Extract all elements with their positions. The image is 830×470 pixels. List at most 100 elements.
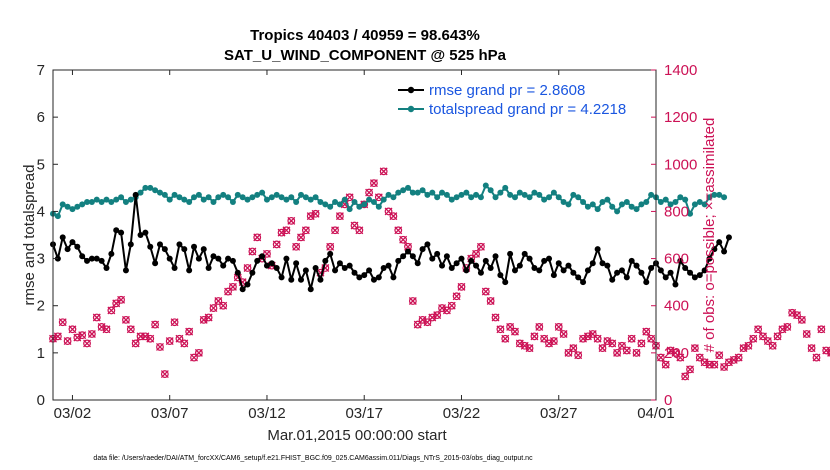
y-left-tick-label: 5 [37, 156, 45, 173]
totalspread-point [511, 194, 518, 201]
totalspread-point [409, 189, 416, 196]
legend-rmse-label: rmse grand pr = 2.8608 [429, 82, 585, 99]
totalspread-point [215, 194, 222, 201]
obs-assimilated-point [632, 348, 641, 357]
obs-assimilated-point [228, 282, 237, 291]
totalspread-point [453, 194, 460, 201]
totalspread-point [200, 196, 207, 203]
legend-box [393, 78, 647, 118]
totalspread-point [672, 199, 679, 205]
obs-assimilated-point [501, 334, 510, 343]
totalspread-point [468, 194, 475, 201]
rmse-point [667, 269, 674, 276]
rmse-point [618, 267, 625, 274]
obs-possible-point [92, 313, 101, 322]
obs-possible-point [107, 306, 116, 315]
obs-assimilated-point [729, 355, 738, 364]
obs-assimilated-point [559, 330, 568, 338]
rmse-point [550, 272, 557, 279]
obs-assimilated-point [802, 330, 811, 338]
totalspread-point [88, 199, 95, 205]
obs-possible-point [190, 353, 198, 362]
rmse-point [507, 250, 514, 257]
totalspread-point [536, 191, 543, 198]
totalspread-point [332, 199, 339, 205]
totalspread-point [54, 213, 61, 220]
rmse-point [482, 257, 489, 264]
obs-assimilated-point [545, 339, 553, 348]
rmse-point [69, 239, 76, 246]
obs-possible-point [749, 334, 758, 343]
rmse-point [643, 279, 650, 286]
obs-possible-point [447, 301, 456, 310]
rmse-point [225, 255, 232, 262]
obs-assimilated-point [661, 360, 670, 369]
rmse-point [400, 253, 407, 260]
y-axis-right-label: # of obs: o=possible; ×=assimilated [701, 118, 718, 353]
rmse-point [186, 267, 193, 274]
obs-possible-point [656, 353, 665, 362]
totalspread-point [293, 199, 300, 205]
rmse-point [555, 260, 562, 267]
rmse-point [195, 255, 202, 262]
rmse-point [458, 255, 465, 262]
chart-title-line2: SAT_U_WIND_COMPONENT @ 525 hPa [224, 47, 507, 64]
obs-possible-point [399, 235, 408, 244]
totalspread-point [366, 196, 373, 203]
obs-assimilated-point [447, 301, 456, 310]
legend: rmse grand pr = 2.8608 totalspread grand… [393, 78, 647, 118]
legend-spread-marker [407, 105, 415, 113]
obs-possible-point [165, 337, 174, 345]
totalspread-point [254, 191, 261, 198]
obs-possible-point [481, 287, 490, 296]
y-right-tick-label: 400 [664, 298, 689, 315]
totalspread-point [507, 191, 514, 198]
obs-assimilated-point [170, 318, 179, 327]
obs-possible-point [477, 242, 485, 251]
rmse-point [249, 269, 256, 276]
obs-possible-point [58, 318, 67, 327]
obs-assimilated-point [121, 315, 130, 324]
rmse-point [59, 234, 66, 241]
obs-possible-point [151, 320, 160, 329]
obs-possible-point [642, 327, 651, 336]
x-tick-label: 04/01 [637, 405, 675, 422]
obs-assimilated-point [87, 330, 96, 338]
rmse-point [259, 253, 266, 260]
obs-possible-point [569, 344, 578, 353]
rmse-point [205, 265, 212, 271]
rmse-point [516, 262, 523, 269]
totalspread-point [473, 191, 480, 198]
obs-possible-point [331, 226, 339, 235]
legend-spread-label: totalspread grand pr = 4.2218 [429, 101, 626, 118]
rmse-point [701, 267, 708, 274]
totalspread-point [166, 196, 173, 203]
rmse-point [580, 279, 587, 286]
rmse-point [370, 276, 377, 283]
obs-assimilated-point [569, 344, 578, 353]
rmse-point [623, 274, 630, 281]
totalspread-point [419, 187, 426, 194]
obs-possible-point [301, 226, 310, 235]
rmse-point [273, 265, 280, 271]
totalspread-point [687, 210, 694, 217]
rmse-point [312, 265, 319, 271]
totalspread-point [229, 199, 236, 205]
obs-assimilated-point [63, 337, 72, 346]
obs-assimilated-point [496, 325, 505, 334]
rmse-point [234, 269, 241, 276]
obs-assimilated-point [783, 322, 792, 331]
rmse-point [98, 257, 105, 264]
totalspread-point [176, 194, 183, 201]
rmse-point [122, 267, 129, 274]
rmse-point [589, 260, 596, 267]
obs-possible-point [253, 233, 262, 242]
obs-assimilated-point [622, 346, 631, 355]
obs-possible-point [734, 353, 743, 362]
totalspread-point [682, 196, 689, 203]
obs-assimilated-point [78, 331, 87, 340]
obs-possible-point [720, 363, 728, 371]
totalspread-point [628, 203, 635, 210]
obs-assimilated-point [297, 233, 305, 242]
